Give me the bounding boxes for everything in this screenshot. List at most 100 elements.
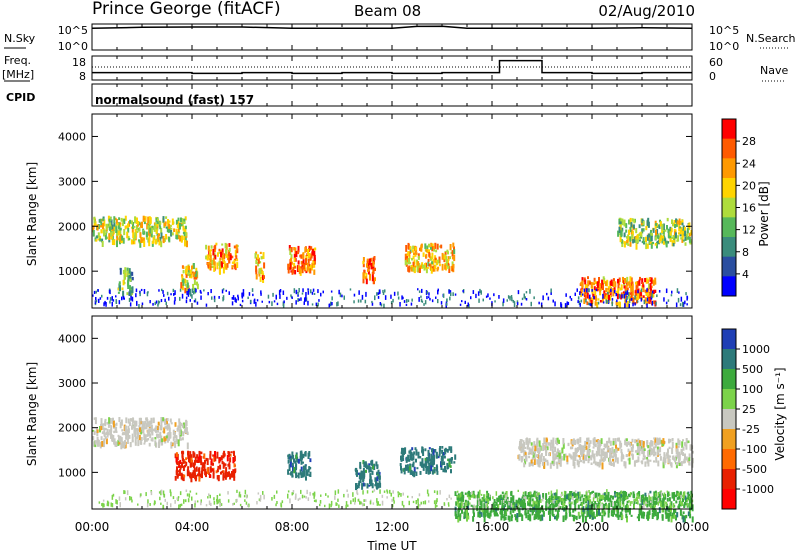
data-cell: [408, 254, 411, 259]
data-cell: [421, 288, 423, 293]
data-cell: [122, 279, 125, 286]
data-cell: [180, 422, 183, 427]
data-cell: [222, 255, 225, 261]
data-cell: [523, 442, 526, 448]
data-cell: [293, 253, 296, 259]
data-cell: [180, 217, 182, 223]
data-cell: [598, 498, 601, 502]
data-cell: [677, 235, 680, 242]
data-cell: [367, 465, 370, 470]
data-cell: [179, 296, 181, 301]
data-cell: [595, 439, 598, 443]
data-cell: [126, 292, 129, 296]
data-cell: [679, 229, 682, 235]
data-cell: [602, 276, 605, 280]
data-cell: [665, 513, 668, 519]
data-cell: [506, 299, 508, 302]
date-title: 02/Aug/2010: [598, 2, 695, 20]
data-cell: [480, 512, 483, 517]
data-cell: [628, 508, 631, 515]
data-cell: [588, 504, 591, 512]
data-cell: [653, 460, 655, 463]
data-cell: [399, 302, 401, 307]
data-cell: [153, 500, 156, 505]
data-cell: [305, 496, 307, 499]
data-cell: [169, 489, 172, 493]
data-cell: [478, 505, 481, 510]
data-cell: [554, 509, 557, 512]
data-cell: [102, 222, 104, 230]
data-cell: [428, 243, 430, 248]
data-cell: [94, 221, 97, 226]
data-cell: [189, 273, 192, 277]
data-cell: [126, 270, 129, 277]
data-cell: [104, 436, 107, 440]
data-cell: [638, 496, 640, 499]
data-cell: [590, 303, 592, 307]
data-cell: [577, 447, 579, 452]
data-cell: [233, 455, 236, 462]
data-cell: [180, 236, 183, 243]
data-cell: [542, 493, 545, 499]
data-cell: [300, 254, 303, 259]
data-cell: [370, 262, 373, 270]
data-cell: [125, 225, 128, 229]
data-cell: [584, 496, 587, 502]
data-cell: [441, 252, 444, 260]
data-cell: [115, 226, 118, 233]
data-cell: [168, 437, 171, 441]
data-cell: [647, 450, 650, 457]
data-cell: [194, 456, 197, 461]
data-cell: [644, 492, 647, 496]
data-cell: [497, 504, 500, 508]
data-cell: [648, 239, 651, 245]
data-cell: [145, 423, 148, 429]
data-cell: [128, 268, 131, 274]
data-cell: [225, 263, 228, 270]
data-cell: [178, 418, 181, 423]
data-cell: [619, 230, 622, 236]
data-cell: [304, 247, 307, 253]
data-cell: [686, 295, 688, 301]
data-cell: [661, 223, 664, 231]
data-cell: [156, 235, 159, 242]
data-cell: [632, 239, 635, 244]
data-cell: [618, 498, 621, 501]
data-cell: [413, 471, 416, 478]
data-cell: [608, 294, 610, 301]
data-cell: [450, 251, 453, 254]
data-cell: [129, 290, 132, 296]
data-cell: [467, 302, 469, 307]
data-cell: [302, 259, 305, 264]
data-cell: [617, 278, 619, 284]
data-cell: [159, 496, 161, 501]
data-cell: [518, 501, 521, 505]
data-cell: [412, 456, 415, 461]
data-cell: [109, 297, 112, 301]
data-cell: [548, 497, 551, 505]
data-cell: [156, 224, 159, 227]
data-cell: [523, 462, 526, 468]
data-cell: [447, 256, 450, 261]
data-cell: [128, 237, 131, 241]
data-cell: [206, 458, 209, 465]
data-cell: [110, 231, 113, 237]
data-cell: [449, 296, 451, 301]
data-cell: [673, 509, 675, 515]
data-cell: [613, 290, 616, 293]
data-cell: [400, 451, 403, 455]
data-cell: [595, 492, 598, 498]
data-cell: [607, 291, 609, 295]
data-cell: [291, 492, 293, 496]
data-cell: [427, 259, 430, 262]
data-cell: [435, 249, 438, 253]
data-cell: [606, 446, 609, 451]
data-cell: [662, 462, 665, 469]
data-cell: [531, 498, 534, 502]
data-cell: [656, 294, 658, 298]
data-cell: [447, 502, 450, 506]
data-cell: [631, 501, 633, 504]
data-cell: [371, 274, 374, 282]
data-cell: [669, 226, 672, 232]
data-cell: [546, 459, 549, 463]
